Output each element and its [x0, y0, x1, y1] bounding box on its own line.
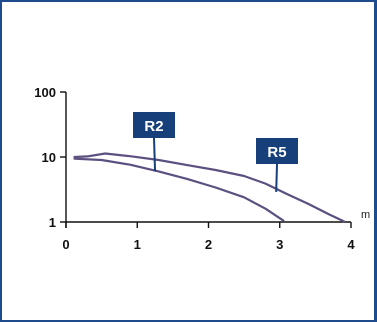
x-unit-label: m — [361, 209, 370, 221]
x-tick-label: 1 — [134, 237, 141, 252]
y-tick-label: 100 — [34, 85, 56, 100]
y-tick-label: 10 — [42, 150, 56, 165]
callout-leader-r5 — [275, 163, 278, 192]
callout-box-r2 — [133, 112, 175, 138]
x-tick-label: 2 — [205, 237, 212, 252]
series-line-r5 — [73, 152, 345, 223]
x-tick-label: 4 — [347, 237, 355, 252]
series-line-r2 — [73, 157, 285, 222]
x-tick-label: 3 — [276, 237, 283, 252]
callout-leader-r2 — [153, 137, 157, 172]
series-label-r2: R2 — [144, 118, 163, 135]
x-tick-label: 0 — [62, 237, 69, 252]
y-tick-label: 1 — [49, 215, 56, 230]
series-label-r5: R5 — [267, 144, 286, 161]
series-callouts: R2 R5 — [133, 112, 298, 192]
series — [73, 152, 345, 223]
callout-box-r5 — [256, 138, 298, 164]
